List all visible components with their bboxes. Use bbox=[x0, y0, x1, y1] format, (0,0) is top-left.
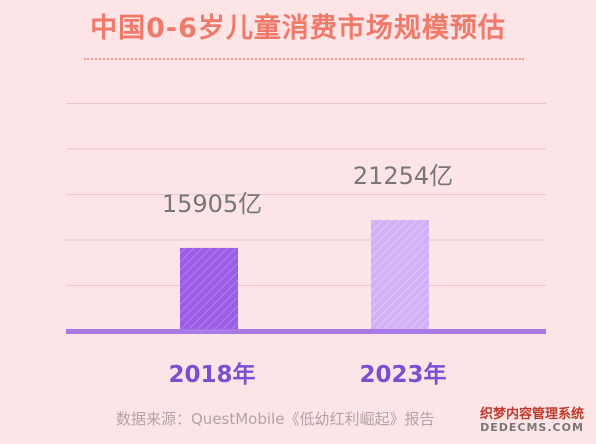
source-note: 数据来源：QuestMobile《低幼红利崛起》报告 bbox=[116, 410, 435, 428]
value-label-0: 15905亿 bbox=[162, 190, 262, 218]
chart-title: 中国0-6岁儿童消费市场规模预估 bbox=[90, 13, 506, 44]
watermark-en: DEDECMS.COM bbox=[480, 420, 584, 434]
bars bbox=[180, 219, 429, 331]
bar-0 bbox=[180, 247, 238, 331]
watermark: 织梦内容管理系统 DEDECMS.COM bbox=[476, 408, 588, 433]
bar-chart: 15905亿 2018年 21254亿 2023年 bbox=[66, 103, 546, 388]
x-axis-line bbox=[66, 329, 546, 334]
gridlines bbox=[66, 103, 546, 286]
bar-1 bbox=[371, 219, 429, 331]
watermark-cn: 织梦内容管理系统 bbox=[479, 407, 584, 422]
value-label-1: 21254亿 bbox=[353, 162, 453, 190]
category-label-1: 2023年 bbox=[359, 361, 446, 388]
category-label-0: 2018年 bbox=[168, 361, 255, 388]
labels: 15905亿 2018年 21254亿 2023年 bbox=[162, 162, 453, 388]
title-divider bbox=[84, 58, 524, 60]
